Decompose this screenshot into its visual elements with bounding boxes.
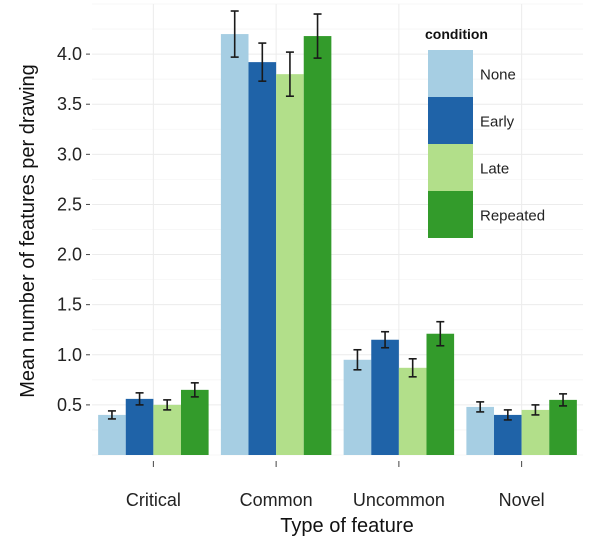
legend-label: Repeated — [480, 208, 545, 225]
x-tick-label: Common — [240, 490, 313, 510]
bar — [466, 406, 495, 455]
error-bars — [107, 10, 568, 421]
x-tick-label: Critical — [126, 490, 181, 510]
legend-key — [428, 191, 473, 238]
bar — [549, 399, 577, 455]
legend-title: condition — [425, 26, 488, 42]
y-tick-label: 0.5 — [57, 395, 82, 415]
legend-label: None — [480, 67, 516, 84]
y-tick-label: 2.0 — [57, 245, 82, 265]
bars — [98, 34, 577, 456]
y-tick-label: 3.5 — [57, 94, 82, 114]
legend-label: Early — [480, 114, 515, 131]
bar — [343, 359, 372, 455]
bar — [276, 74, 304, 456]
bar — [521, 409, 550, 455]
y-axis: 0.5 1.0 1.5 2.0 2.5 3.0 3.5 4.0 — [57, 44, 90, 415]
y-tick-label: 1.0 — [57, 345, 82, 365]
bar — [371, 339, 399, 455]
bar — [494, 414, 522, 455]
legend-key — [428, 144, 473, 191]
bar — [303, 36, 332, 456]
y-tick-label: 1.5 — [57, 295, 82, 315]
legend-key — [428, 97, 473, 144]
x-tick-label: Novel — [499, 490, 545, 510]
bar — [426, 333, 455, 455]
bar — [248, 62, 277, 456]
bar — [153, 404, 181, 455]
legend-key — [428, 50, 473, 97]
x-tick-label: Uncommon — [353, 490, 445, 510]
legend: condition None Early Late Repeated — [425, 26, 545, 238]
x-axis-title: Type of feature — [280, 515, 413, 537]
bar — [220, 34, 249, 456]
y-tick-label: 4.0 — [57, 44, 82, 64]
legend-label: Late — [480, 161, 509, 178]
y-tick-label: 3.0 — [57, 144, 82, 164]
bar — [125, 398, 154, 455]
bar — [398, 367, 427, 455]
x-axis: Critical Common Uncommon Novel — [126, 461, 545, 510]
y-axis-title: Mean number of features per drawing — [17, 64, 39, 398]
bar — [180, 389, 209, 455]
bar — [98, 414, 126, 455]
y-tick-label: 2.5 — [57, 194, 82, 214]
